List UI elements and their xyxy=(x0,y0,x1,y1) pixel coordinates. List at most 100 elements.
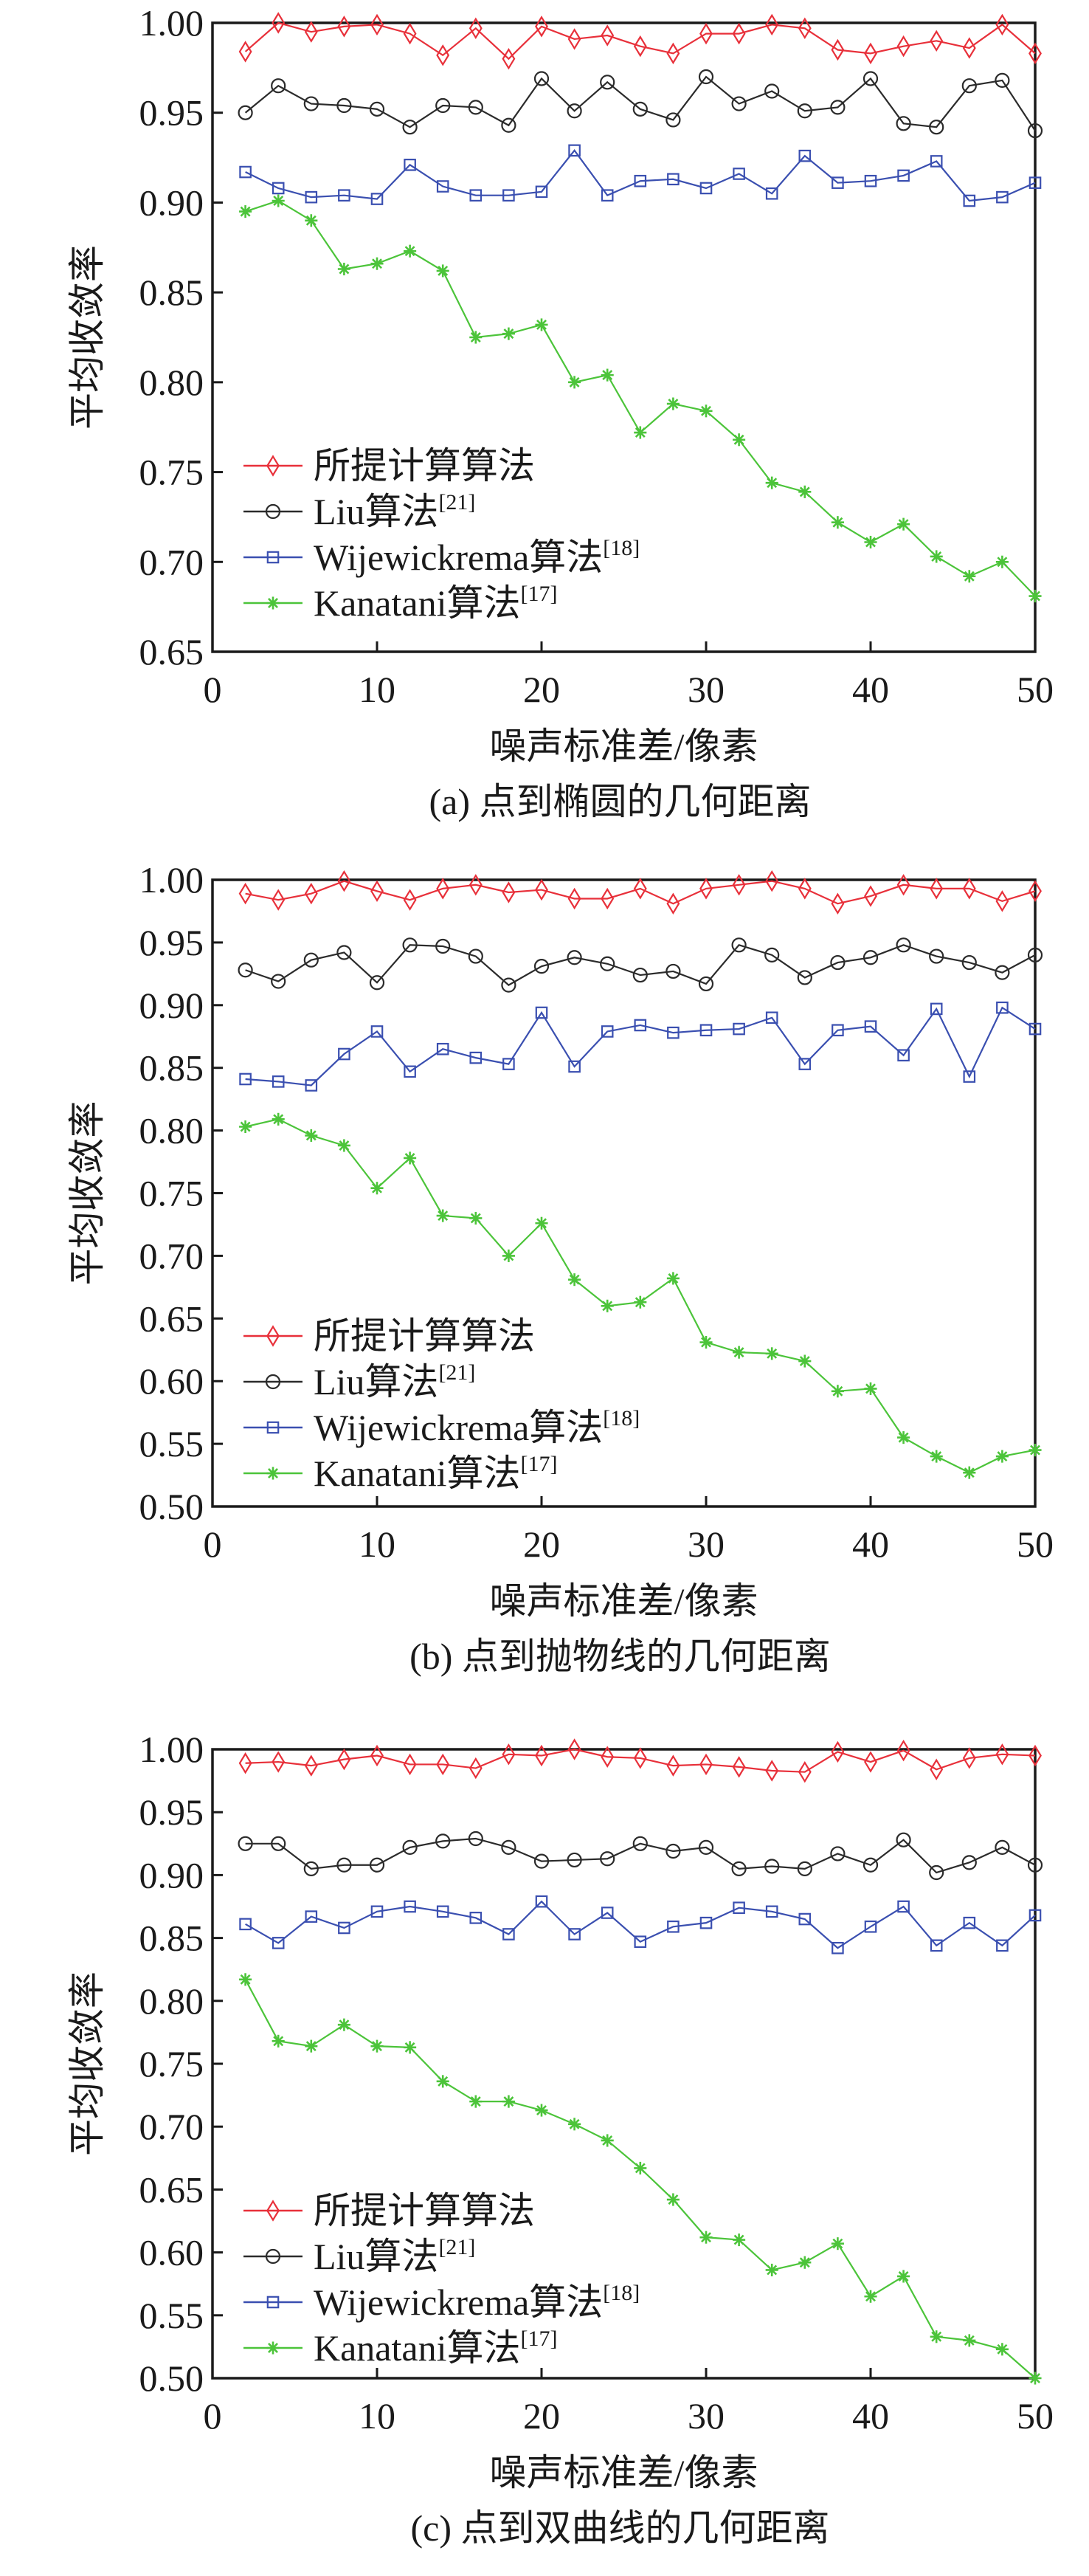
series-line xyxy=(245,944,1036,986)
data-point xyxy=(896,1832,911,1847)
legend-ref: [21] xyxy=(438,2235,475,2259)
series-2 xyxy=(239,1001,1042,1092)
data-point xyxy=(502,1743,516,1766)
data-point xyxy=(600,1851,615,1867)
data-point xyxy=(896,1739,910,1762)
data-point xyxy=(601,1299,614,1312)
y-tick-label: 0.65 xyxy=(139,1298,204,1339)
data-point xyxy=(600,75,615,90)
data-point xyxy=(337,869,351,892)
data-point xyxy=(567,1852,582,1868)
x-axis-title: 噪声标准差/像素 xyxy=(490,1580,758,1622)
data-point xyxy=(238,882,252,905)
legend-item: Liu算法[21] xyxy=(243,1360,475,1402)
data-point xyxy=(1028,2372,1042,2385)
data-point xyxy=(864,2290,877,2303)
legend-label: Wijewickrema算法[18] xyxy=(314,1406,640,1448)
data-point xyxy=(896,937,911,953)
data-point xyxy=(765,1347,778,1360)
data-point xyxy=(601,368,614,382)
legend: 所提计算算法Liu算法[21]Wijewickrema算法[18]Kanatan… xyxy=(243,1315,640,1494)
y-axis-title: 平均收敛率 xyxy=(66,1101,108,1286)
data-point xyxy=(1028,42,1042,65)
data-point xyxy=(533,71,550,86)
data-point xyxy=(1028,1444,1042,1457)
data-point xyxy=(897,517,910,531)
data-point xyxy=(764,83,780,99)
x-tick-label: 20 xyxy=(523,1523,560,1565)
data-point xyxy=(731,96,747,111)
data-point xyxy=(601,1746,615,1768)
x-tick-label: 0 xyxy=(204,2395,222,2436)
x-tick-label: 50 xyxy=(1017,2395,1054,2436)
data-point xyxy=(337,262,350,276)
data-point xyxy=(239,1973,252,1986)
x-tick-label: 20 xyxy=(523,2395,560,2436)
legend-label: 所提计算算法 xyxy=(314,1315,535,1357)
data-point xyxy=(798,485,812,498)
legend-label: Wijewickrema算法[18] xyxy=(314,2281,640,2323)
data-point xyxy=(469,1757,483,1780)
data-point xyxy=(798,149,812,162)
y-tick-label: 0.50 xyxy=(139,1486,204,1527)
data-point xyxy=(634,174,647,187)
data-point xyxy=(831,2237,844,2250)
legend-label: Liu算法[21] xyxy=(314,490,475,532)
data-point xyxy=(996,1001,1009,1014)
data-point xyxy=(897,1900,910,1913)
data-point xyxy=(864,1751,877,1773)
data-point xyxy=(831,38,845,61)
data-point xyxy=(370,193,384,205)
data-point xyxy=(336,945,352,960)
data-point xyxy=(962,1747,976,1769)
data-point xyxy=(338,1047,350,1061)
asterisk-icon xyxy=(266,1467,280,1480)
data-point xyxy=(832,1941,844,1955)
series-1 xyxy=(238,1831,1043,1881)
circle-icon xyxy=(265,503,281,520)
data-point xyxy=(305,1079,318,1092)
data-point xyxy=(930,30,944,52)
data-point xyxy=(501,117,516,133)
data-point xyxy=(567,28,581,50)
legend-label: Liu算法[21] xyxy=(314,2235,475,2277)
data-point xyxy=(272,12,286,34)
data-point xyxy=(996,1939,1009,1952)
data-point xyxy=(666,112,681,128)
legend-item: Wijewickrema算法[18] xyxy=(243,1406,640,1448)
data-point xyxy=(370,1025,384,1038)
diamond-icon xyxy=(266,455,280,477)
data-point xyxy=(535,1895,548,1908)
x-tick-label: 40 xyxy=(852,2395,889,2436)
data-point xyxy=(765,869,779,892)
data-point xyxy=(272,1112,285,1126)
data-point xyxy=(632,1836,648,1851)
data-point xyxy=(698,976,714,992)
series-0 xyxy=(238,869,1042,915)
chart-panel-b: 0.50 0.55 0.60 0.65 0.70 0.75 0.80 0.85 0.90 0.95… xyxy=(0,856,1089,1712)
data-point xyxy=(1027,947,1043,962)
data-point xyxy=(502,47,516,70)
data-point xyxy=(1028,176,1042,189)
data-point xyxy=(896,874,910,896)
data-point xyxy=(568,1928,581,1940)
asterisk-icon xyxy=(266,2341,280,2355)
data-point xyxy=(303,952,319,968)
legend-label-text: Liu算法 xyxy=(314,1361,438,1402)
data-point xyxy=(765,13,779,36)
y-tick-label: 0.85 xyxy=(139,272,204,313)
series-0 xyxy=(238,12,1042,70)
data-point xyxy=(305,1129,318,1142)
legend-item: Liu算法[21] xyxy=(243,2235,475,2277)
y-tick-label: 0.85 xyxy=(139,1918,204,1959)
data-point xyxy=(336,1857,352,1873)
data-point xyxy=(435,938,451,954)
y-tick-label: 0.80 xyxy=(139,1980,204,2022)
y-tick-label: 0.80 xyxy=(139,362,204,403)
data-point xyxy=(1028,1022,1042,1036)
data-point xyxy=(995,965,1010,980)
data-point xyxy=(699,1024,713,1037)
data-point xyxy=(634,2161,647,2174)
legend-item: Kanatani算法[17] xyxy=(243,582,557,624)
legend-label: Kanatani算法[17] xyxy=(314,1452,557,1494)
